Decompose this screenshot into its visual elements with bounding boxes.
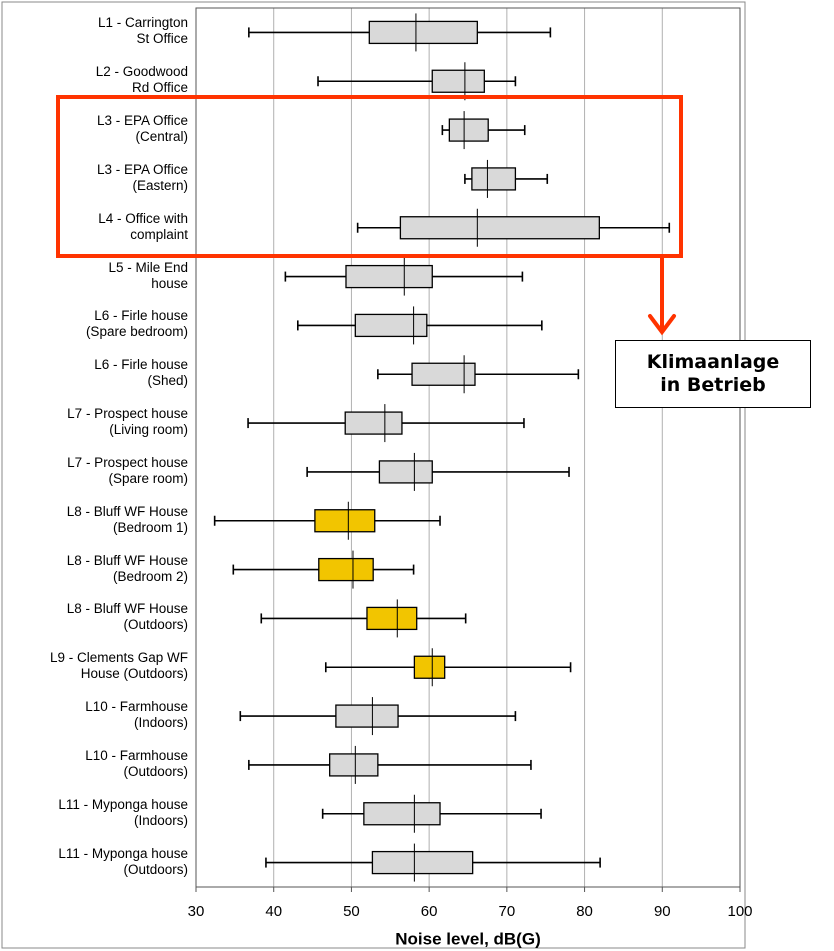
box [378, 460, 433, 484]
box [344, 411, 403, 435]
y-tick-label: L11 - Myponga house (Indoors) [58, 796, 188, 828]
box [329, 753, 379, 777]
x-tick-label: 30 [188, 903, 205, 920]
box [314, 509, 376, 533]
y-tick-label: L6 - Firle house (Shed) [94, 357, 188, 389]
y-tick-label: L11 - Myponga house (Outdoors) [58, 845, 188, 877]
x-tick-label: 50 [343, 903, 360, 920]
chart-border [1, 1, 746, 949]
box [345, 264, 433, 289]
x-tick-label: 90 [654, 903, 671, 920]
box [335, 704, 399, 728]
box [318, 557, 374, 582]
x-tick-label: 100 [727, 903, 752, 920]
box [431, 69, 485, 93]
y-tick-label: L3 - EPA Office (Eastern) [96, 161, 188, 193]
y-tick-label: L7 - Prospect house (Spare room) [67, 454, 188, 486]
y-tick-label: L8 - Bluff WF House (Bedroom 2) [66, 552, 188, 584]
box [448, 118, 489, 142]
x-tick-label: 70 [499, 903, 516, 920]
box [368, 20, 478, 45]
y-tick-label: L1 - Carrington St Office [97, 15, 188, 47]
y-tick-label: L10 - Farmhouse (Outdoors) [85, 747, 188, 779]
x-tick-label: 40 [265, 903, 282, 920]
box [354, 313, 428, 338]
x-tick-label: 60 [421, 903, 438, 920]
y-tick-label: L6 - Firle house (Spare bedroom) [85, 308, 188, 340]
y-tick-label: L3 - EPA Office (Central) [96, 113, 188, 145]
y-tick-label: L8 - Bluff WF House (Bedroom 1) [66, 503, 188, 535]
y-tick-label: L7 - Prospect house (Living room) [67, 406, 188, 438]
y-tick-label: L5 - Mile End house [108, 259, 188, 291]
y-tick-label: L10 - Farmhouse (Indoors) [85, 699, 188, 731]
annotation-box: Klimaanlage in Betrieb [615, 340, 811, 408]
x-axis-title: Noise level, dB(G) [395, 929, 540, 948]
box [371, 850, 474, 875]
y-tick-label: L8 - Bluff WF House (Outdoors) [66, 601, 188, 633]
y-tick-label: L4 - Office with complaint [98, 210, 188, 242]
y-tick-label: L2 - Goodwood Rd Office [95, 64, 188, 96]
highlight-frame [56, 95, 683, 258]
box [366, 606, 418, 631]
y-tick-label: L9 - Clements Gap WF House (Outdoors) [49, 650, 188, 682]
box [413, 655, 446, 679]
plot-area: 30 40 50 60 70 80 90 100 [188, 7, 753, 920]
box [399, 216, 600, 240]
box [471, 167, 517, 191]
box [411, 362, 476, 386]
x-tick-label: 80 [576, 903, 593, 920]
arrow-head [648, 314, 676, 336]
box [363, 802, 441, 826]
plot-frame [195, 7, 741, 888]
